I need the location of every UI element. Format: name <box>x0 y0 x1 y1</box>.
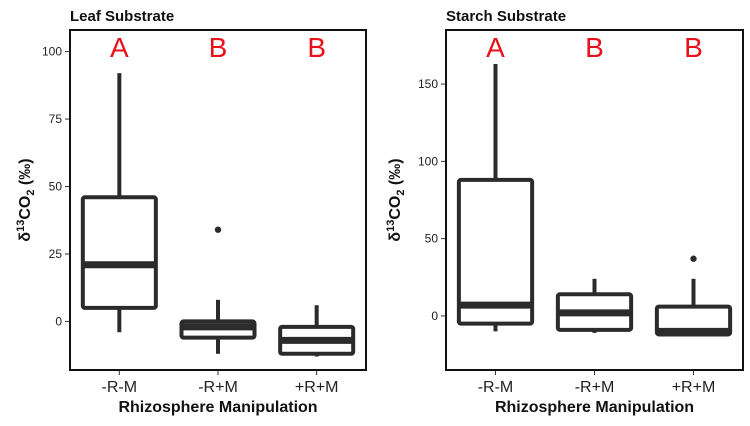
y-axis-title-sub: 2 <box>25 190 37 196</box>
y-axis-title-sup: 13 <box>15 220 27 232</box>
box-1 <box>80 73 158 333</box>
leaf-panel: Leaf Substrate 0 25 50 75 100 A -R-M B -R+M B +R+M R… <box>15 8 367 416</box>
x-tick-label: -R-M <box>102 379 138 396</box>
y-axis-title-unit: (‰) <box>17 158 34 189</box>
significance-letter: A <box>110 32 129 63</box>
y-axis-title-sub: 2 <box>395 190 407 196</box>
x-tick-label: +R+M <box>672 379 716 396</box>
x-axis-title: Rhizosphere Manipulation <box>118 399 317 416</box>
significance-letter: B <box>209 32 228 63</box>
significance-letter: B <box>585 32 604 63</box>
y-tick-label: 75 <box>49 112 63 126</box>
y-tick-label: 100 <box>42 45 62 59</box>
panel-title: Leaf Substrate <box>70 8 174 25</box>
y-axis-title-sup: 13 <box>385 220 397 232</box>
x-tick-label: -R+M <box>198 379 238 396</box>
outlier-point <box>690 255 697 262</box>
panel-title: Starch Substrate <box>446 8 566 25</box>
box-1 <box>456 64 535 332</box>
box-body <box>80 195 158 310</box>
y-axis-title: δ13CO2 (‰) <box>385 158 407 241</box>
box-3 <box>654 255 733 337</box>
y-tick-label: 150 <box>418 77 438 91</box>
box-2 <box>179 226 257 354</box>
x-tick-label: -R+M <box>575 379 615 396</box>
significance-letter: B <box>684 32 703 63</box>
outlier-point <box>214 226 222 233</box>
plot-frame <box>445 29 744 371</box>
y-axis-title-delta: δ <box>17 232 34 242</box>
y-tick-label: 0 <box>431 309 438 323</box>
y-axis-title-delta: δ <box>387 232 404 242</box>
y-tick-label: 25 <box>49 247 63 261</box>
box-body <box>456 177 535 326</box>
plot-frame <box>69 29 367 371</box>
box-3 <box>278 305 356 357</box>
y-axis-title-co: CO <box>387 196 404 220</box>
starch-panel: Starch Substrate 0 50 100 150 A -R-M B -R+M B +R+M… <box>385 8 744 416</box>
box-2 <box>555 278 634 333</box>
y-axis-title-unit: (‰) <box>387 158 404 189</box>
y-tick-label: 50 <box>49 180 63 194</box>
y-axis-title: δ13CO2 (‰) <box>15 158 37 241</box>
significance-letter: A <box>486 32 505 63</box>
x-axis-title: Rhizosphere Manipulation <box>495 399 694 416</box>
y-tick-label: 0 <box>55 314 62 328</box>
significance-letter: B <box>307 32 326 63</box>
x-tick-label: -R-M <box>478 379 514 396</box>
y-axis-title-co: CO <box>17 196 34 220</box>
y-tick-label: 100 <box>418 154 438 168</box>
y-tick-label: 50 <box>425 232 439 246</box>
x-tick-label: +R+M <box>295 379 339 396</box>
